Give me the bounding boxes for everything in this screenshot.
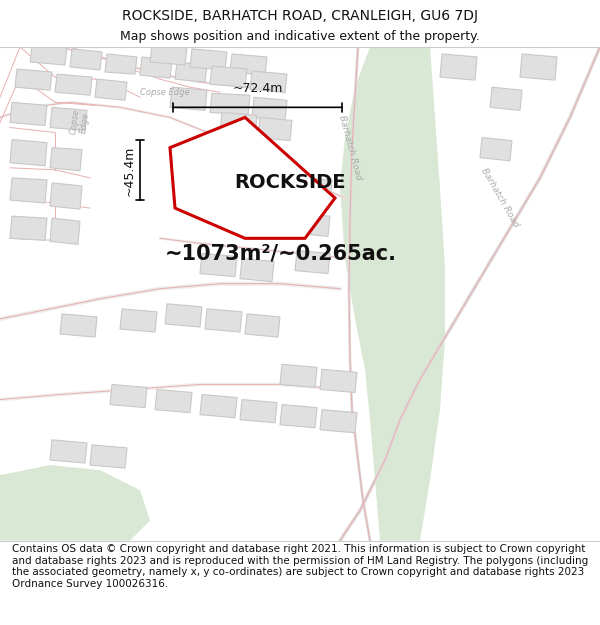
Polygon shape <box>10 139 47 166</box>
Polygon shape <box>230 54 267 75</box>
Polygon shape <box>520 54 557 80</box>
Polygon shape <box>245 314 280 337</box>
Polygon shape <box>295 251 330 274</box>
Polygon shape <box>220 112 257 136</box>
Polygon shape <box>250 71 287 92</box>
Polygon shape <box>95 79 127 100</box>
Polygon shape <box>70 49 102 70</box>
Polygon shape <box>258 118 292 141</box>
Text: ~1073m²/~0.265ac.: ~1073m²/~0.265ac. <box>165 244 397 264</box>
Polygon shape <box>295 213 330 236</box>
Polygon shape <box>190 49 227 70</box>
Polygon shape <box>50 183 82 209</box>
Polygon shape <box>0 465 150 541</box>
Polygon shape <box>200 254 237 277</box>
Polygon shape <box>200 394 237 418</box>
Polygon shape <box>50 440 87 463</box>
Polygon shape <box>480 138 512 161</box>
Polygon shape <box>205 309 242 332</box>
Polygon shape <box>140 57 172 78</box>
Text: ROCKSIDE, BARHATCH ROAD, CRANLEIGH, GU6 7DJ: ROCKSIDE, BARHATCH ROAD, CRANLEIGH, GU6 … <box>122 9 478 23</box>
Polygon shape <box>30 47 67 65</box>
Polygon shape <box>60 314 97 337</box>
Text: ROCKSIDE: ROCKSIDE <box>234 173 346 192</box>
Text: ~45.4m: ~45.4m <box>123 145 136 196</box>
Polygon shape <box>120 309 157 332</box>
Text: Barhatch Road: Barhatch Road <box>337 114 363 181</box>
Text: ~72.4m: ~72.4m <box>232 82 283 95</box>
Text: Contains OS data © Crown copyright and database right 2021. This information is : Contains OS data © Crown copyright and d… <box>12 544 588 589</box>
Polygon shape <box>50 148 82 171</box>
Polygon shape <box>10 102 47 126</box>
Polygon shape <box>90 445 127 468</box>
Polygon shape <box>105 54 137 74</box>
Polygon shape <box>320 369 357 392</box>
Polygon shape <box>210 66 247 87</box>
Polygon shape <box>55 74 92 95</box>
Polygon shape <box>490 87 522 111</box>
Polygon shape <box>10 216 47 241</box>
Polygon shape <box>10 178 47 203</box>
Polygon shape <box>110 384 147 408</box>
Polygon shape <box>165 304 202 327</box>
Polygon shape <box>280 364 317 388</box>
Polygon shape <box>15 69 52 90</box>
Polygon shape <box>175 62 207 82</box>
Polygon shape <box>210 93 250 116</box>
Polygon shape <box>440 54 477 80</box>
Polygon shape <box>150 47 187 65</box>
Polygon shape <box>240 399 277 422</box>
Polygon shape <box>240 259 274 282</box>
Text: Map shows position and indicative extent of the property.: Map shows position and indicative extent… <box>120 31 480 44</box>
Polygon shape <box>295 178 332 201</box>
Text: Barhatch Road: Barhatch Road <box>479 167 521 229</box>
Polygon shape <box>320 409 357 432</box>
Polygon shape <box>252 98 287 121</box>
Polygon shape <box>170 118 335 238</box>
Polygon shape <box>50 107 87 131</box>
Text: Copse
Edge: Copse Edge <box>68 108 91 137</box>
Text: Copse Edge: Copse Edge <box>140 88 190 97</box>
Polygon shape <box>50 218 80 244</box>
Polygon shape <box>340 47 445 541</box>
Polygon shape <box>155 389 192 412</box>
Polygon shape <box>170 87 207 111</box>
Polygon shape <box>280 404 317 428</box>
